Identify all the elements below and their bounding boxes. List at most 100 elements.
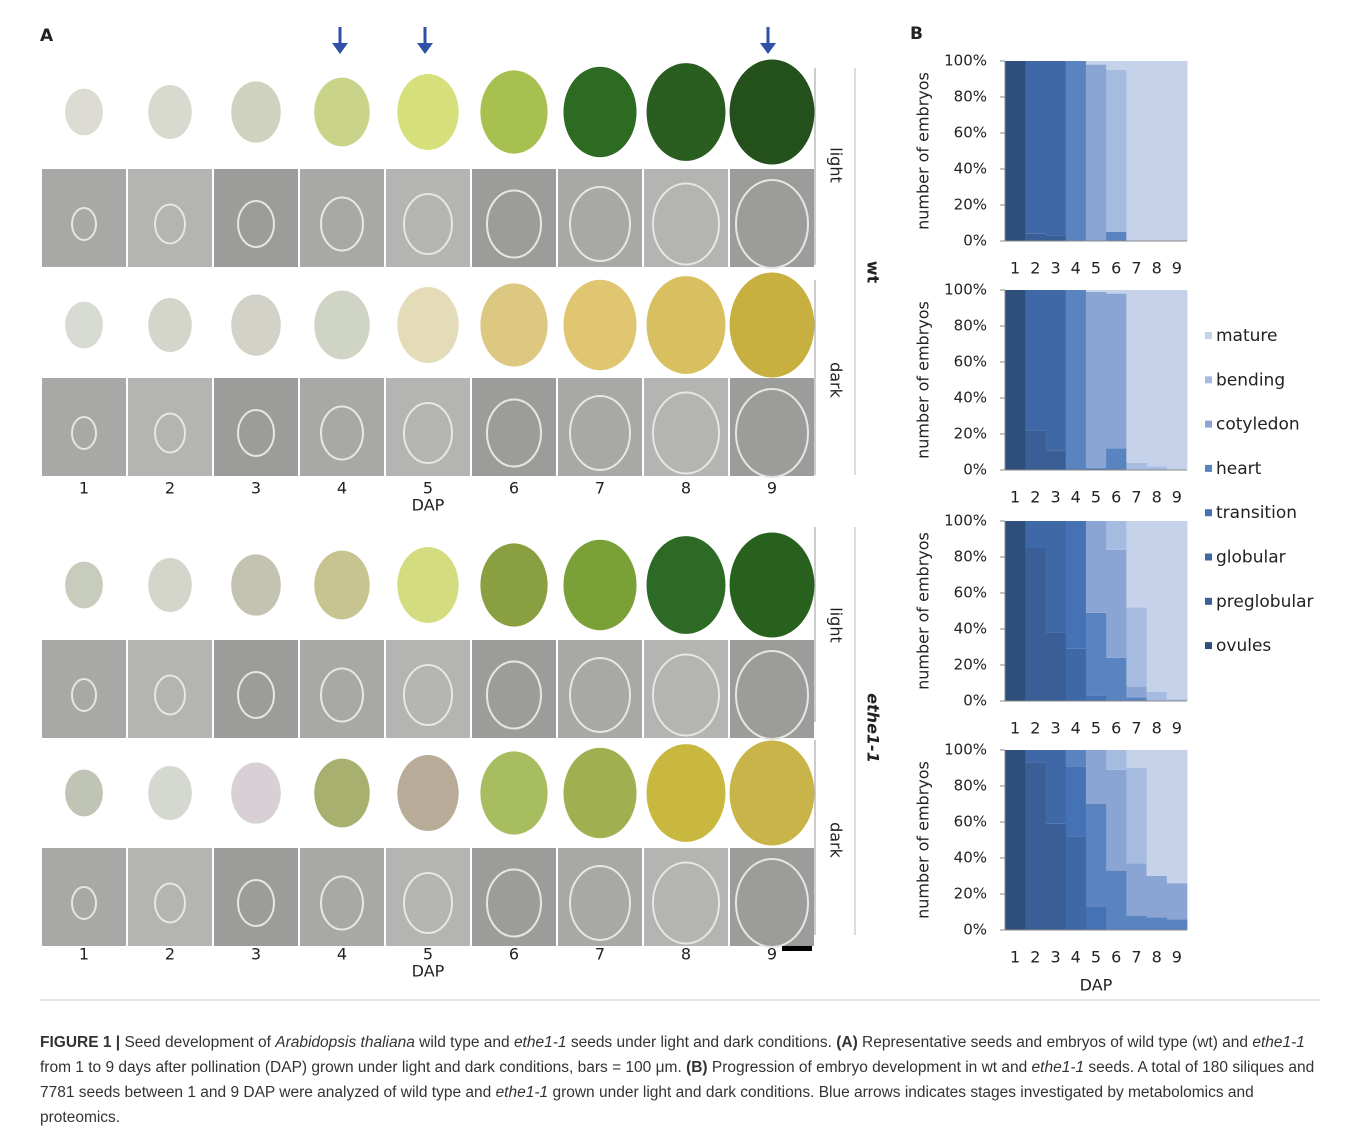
bar-segment — [1106, 521, 1127, 550]
y-tick-label: 80% — [954, 317, 987, 335]
embryo-photo — [472, 378, 556, 476]
axis-label: DAP — [412, 496, 445, 515]
bar-segment — [1045, 290, 1066, 450]
x-tick-label: 3 — [1050, 259, 1060, 278]
bar-segment — [1045, 61, 1066, 236]
legend-label: mature — [1216, 326, 1278, 346]
bar-segment — [1126, 768, 1147, 863]
bar-segment — [1147, 466, 1168, 470]
bar-segment — [1005, 290, 1026, 470]
group-label: ethe1-1 — [864, 693, 883, 763]
panel-label: B — [910, 24, 923, 44]
caption-run: from 1 to 9 days after pollination (DAP)… — [40, 1059, 686, 1076]
bar-segment — [1106, 70, 1127, 232]
bar-segment — [1126, 463, 1147, 470]
bar-segment — [1025, 521, 1046, 548]
x-tick-label: 8 — [1152, 719, 1162, 738]
caption-run: FIGURE 1 | — [40, 1034, 120, 1051]
column-label: 3 — [251, 945, 261, 964]
embryo-photo — [300, 378, 384, 476]
bar-segment — [1005, 750, 1026, 930]
bar-segment — [1147, 750, 1168, 876]
seed-photo — [148, 766, 192, 820]
bar-segment — [1167, 290, 1188, 470]
bar-segment — [1106, 550, 1127, 658]
x-tick-label: 9 — [1172, 948, 1182, 967]
bar-segment — [1167, 883, 1188, 919]
bar-segment — [1086, 292, 1107, 468]
y-tick-label: 20% — [954, 656, 987, 674]
y-tick-label: 40% — [954, 160, 987, 178]
column-label: 7 — [595, 479, 605, 498]
embryo-photo — [472, 848, 556, 946]
seed-photo — [563, 67, 636, 157]
bar-segment — [1086, 290, 1107, 292]
bar-segment — [1126, 687, 1147, 698]
y-tick-label: 60% — [954, 353, 987, 371]
x-tick-label: 3 — [1050, 488, 1060, 507]
bar-segment — [1106, 750, 1127, 770]
seed-photo — [231, 294, 281, 355]
caption-run: ethe1-1 — [1252, 1034, 1305, 1051]
x-tick-label: 8 — [1152, 948, 1162, 967]
column-label: 1 — [79, 945, 89, 964]
seed-photo — [730, 272, 815, 377]
embryo-photo — [386, 848, 470, 946]
bar-segment — [1066, 836, 1087, 930]
embryo-photo — [386, 169, 470, 267]
caption-run: (A) — [836, 1034, 858, 1051]
y-tick-label: 100% — [944, 52, 987, 70]
row-label: dark — [827, 362, 846, 399]
y-axis-label: number of embryos — [914, 761, 933, 919]
y-tick-label: 60% — [954, 124, 987, 142]
x-tick-label: 2 — [1030, 488, 1040, 507]
row-label: light — [827, 607, 846, 642]
y-tick-label: 20% — [954, 196, 987, 214]
bar-segment — [1106, 290, 1127, 294]
embryo-photo — [128, 378, 212, 476]
legend-swatch — [1205, 598, 1212, 605]
bar-segment — [1025, 61, 1046, 234]
bar-segment — [1167, 750, 1188, 883]
bar-segment — [1167, 521, 1188, 699]
seed-photo — [231, 81, 281, 142]
legend-swatch — [1205, 642, 1212, 649]
legend-label: preglobular — [1216, 592, 1313, 612]
seed-photo — [314, 291, 369, 360]
seed-photo — [563, 748, 636, 838]
legend-swatch — [1205, 332, 1212, 339]
legend-label: cotyledon — [1216, 415, 1300, 435]
bar-segment — [1126, 750, 1147, 768]
embryo-photo — [214, 640, 298, 738]
embryo-photo — [42, 169, 126, 267]
seed-photo — [65, 89, 103, 136]
legend-swatch — [1205, 376, 1212, 383]
x-tick-label: 1 — [1010, 259, 1020, 278]
bar-segment — [1106, 61, 1127, 70]
seed-photo — [480, 283, 547, 366]
legend-swatch — [1205, 421, 1212, 428]
row-label: dark — [827, 822, 846, 859]
x-tick-label: 5 — [1091, 948, 1101, 967]
bar-segment — [1066, 290, 1087, 470]
x-tick-label: 9 — [1172, 259, 1182, 278]
x-axis-label: DAP — [1080, 976, 1113, 995]
column-label: 4 — [337, 945, 347, 964]
bar-segment — [1045, 750, 1066, 824]
seed-photo — [480, 70, 547, 153]
column-label: 1 — [79, 479, 89, 498]
seed-photo — [314, 759, 369, 828]
page: { "panel_a": { "label": "A", "columns": … — [0, 0, 1358, 1136]
seed-photo — [397, 547, 458, 623]
x-tick-label: 5 — [1091, 719, 1101, 738]
x-tick-label: 8 — [1152, 488, 1162, 507]
group-label: wt — [864, 261, 883, 284]
bar-segment — [1025, 750, 1046, 763]
caption-run: Seed development of — [120, 1034, 275, 1051]
caption-run: wild type and — [415, 1034, 514, 1051]
y-tick-label: 0% — [963, 232, 987, 250]
embryo-photo — [42, 640, 126, 738]
y-tick-label: 40% — [954, 389, 987, 407]
y-tick-label: 60% — [954, 813, 987, 831]
y-tick-label: 80% — [954, 88, 987, 106]
